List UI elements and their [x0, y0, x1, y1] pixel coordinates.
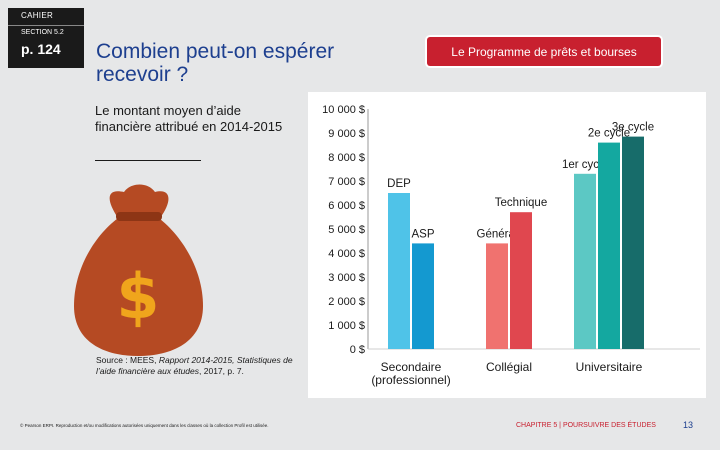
page-reference[interactable]: p. 124: [21, 41, 61, 57]
bar-label: 3e cycle: [612, 122, 654, 134]
bar-label: Général: [477, 228, 518, 240]
bar: [388, 193, 410, 349]
source-prefix: Source : MEES,: [96, 355, 159, 365]
bar: [510, 212, 532, 349]
bar: [598, 142, 620, 349]
bar-label: 1er cycle: [562, 159, 608, 171]
bar: [574, 173, 596, 349]
dollar-symbol: $: [116, 260, 159, 333]
section-box: CAHIER SECTION 5.2 p. 124: [8, 8, 84, 68]
y-tick-label: 6 000 $: [328, 200, 365, 212]
y-tick-label: 10 000 $: [322, 104, 365, 116]
cahier-label: CAHIER: [21, 11, 54, 20]
bar-label: 2e cycle: [588, 128, 630, 140]
bar-chart: 0 $ 1 000 $ 2 000 $ 3 000 $ 4 000 $ 5 000 $ 6 …: [322, 104, 700, 387]
category-label: Universitaire: [576, 360, 643, 374]
bar-label: Technique: [495, 197, 547, 209]
chart-subtitle: Le montant moyen d’aide financière attri…: [95, 103, 283, 134]
money-bag-icon: $: [74, 184, 203, 356]
y-tick-label: 7 000 $: [328, 176, 365, 188]
section-label: SECTION 5.2: [21, 29, 64, 36]
subtitle-underline: [95, 160, 201, 161]
category-label: Secondaire: [381, 360, 442, 374]
program-button[interactable]: Le Programme de prêts et bourses: [427, 37, 661, 66]
chart-panel: 0 $ 1 000 $ 2 000 $ 3 000 $ 4 000 $ 5 000 $ 6 …: [308, 92, 706, 398]
bar-label: DEP: [387, 178, 411, 190]
category-label: Collégial: [486, 360, 532, 374]
y-tick-label: 0 $: [350, 344, 365, 356]
y-tick-label: 9 000 $: [328, 128, 365, 140]
source-note: Source : MEES, Rapport 2014-2015, Statis…: [96, 355, 296, 377]
chapter-label: CHAPITRE 5 | POURSUIVRE DES ÉTUDES: [516, 422, 656, 429]
page-title: Combien peut-on espérer recevoir ?: [96, 40, 335, 86]
bar-label: ASP: [411, 228, 434, 240]
category-label: (professionnel): [371, 373, 450, 387]
section-divider: [8, 25, 84, 26]
source-title: Rapport 2014-2015, Statistiques de l’aid…: [96, 355, 293, 376]
y-tick-label: 2 000 $: [328, 296, 365, 308]
bar: [622, 136, 644, 349]
bar: [412, 243, 434, 349]
bar: [486, 243, 508, 349]
y-tick-label: 3 000 $: [328, 272, 365, 284]
y-tick-label: 5 000 $: [328, 224, 365, 236]
y-tick-label: 8 000 $: [328, 152, 365, 164]
y-tick-label: 4 000 $: [328, 248, 365, 260]
page-number: 13: [683, 420, 694, 430]
copyright-notice: © Pearson ERPI. Reproduction et/ou modif…: [20, 423, 269, 428]
y-tick-label: 1 000 $: [328, 320, 365, 332]
source-suffix: , 2017, p. 7.: [199, 366, 244, 376]
